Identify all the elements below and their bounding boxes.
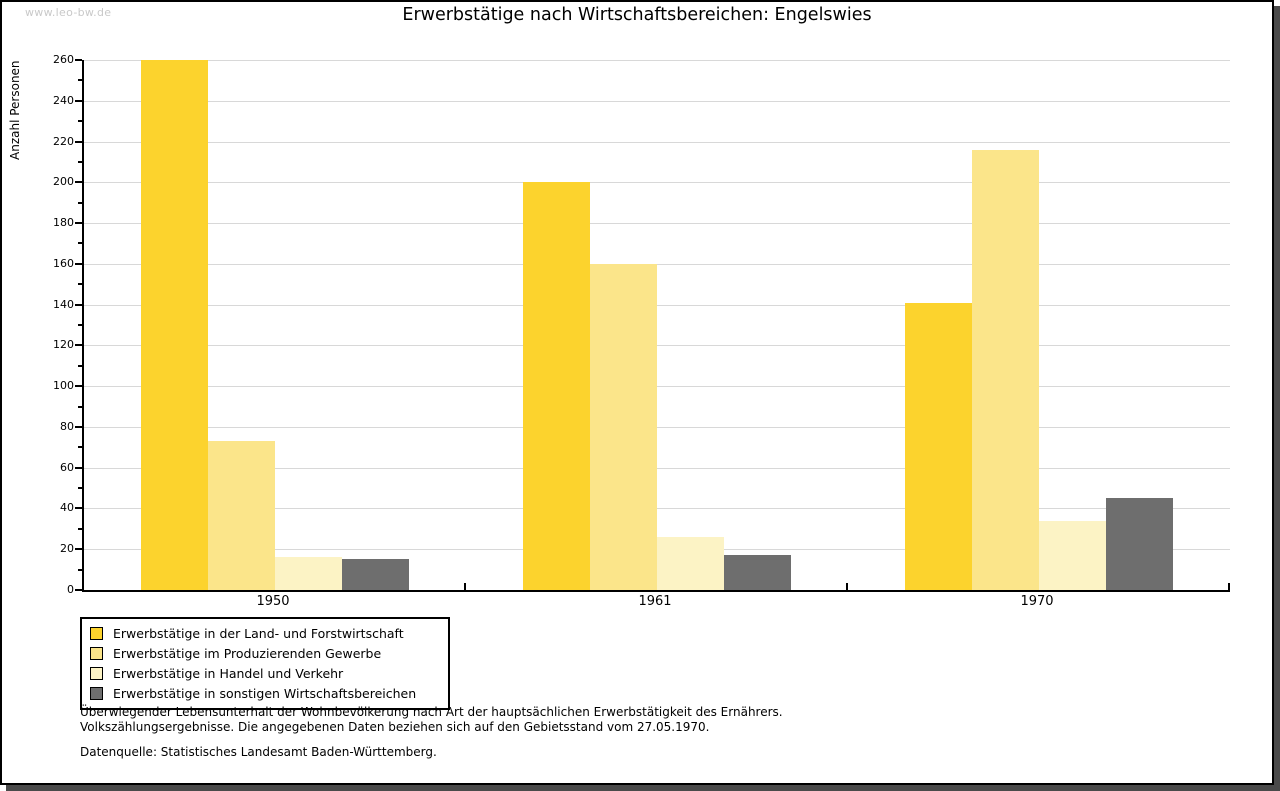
legend-swatch-produzierendes-gewerbe [90,646,103,660]
y-axis-tick [75,99,82,102]
footnotes: Überwiegender Lebensunterhalt der Wohnbe… [80,705,783,760]
legend-label: Erwerbstätige in der Land- und Forstwirt… [113,625,404,641]
bar [1106,498,1173,590]
bar [141,60,208,590]
y-axis-tick [75,140,82,143]
footnote-source: Datenquelle: Statistisches Landesamt Bad… [80,745,437,759]
y-axis-tick [75,589,82,591]
x-axis-tick [1228,583,1230,590]
y-tick-label: 100 [53,379,74,393]
y-axis-minor-tick [78,242,82,245]
y-axis-tick [75,385,82,388]
bar [1039,521,1106,590]
bar [523,182,590,590]
watermark: www.leo-bw.de [25,6,112,19]
x-axis-tick [846,583,848,590]
bar [342,559,409,590]
gridline [84,426,1230,428]
y-tick-label: 260 [53,53,74,66]
gridline [84,508,1230,510]
legend-item: Erwerbstätige in der Land- und Forstwirt… [90,623,440,643]
gridline [84,141,1230,143]
y-axis-minor-tick [78,527,82,530]
bar [208,441,275,590]
y-tick-label: 180 [53,216,74,230]
chart-title: Erwerbstätige nach Wirtschaftsbereichen:… [402,5,872,25]
gridline [84,345,1230,347]
gridline [84,60,1230,61]
bar [972,150,1039,590]
footnote-line: Überwiegender Lebensunterhalt der Wohnbe… [80,705,783,719]
y-axis-tick [75,425,82,428]
y-axis-tick [75,303,82,306]
bar [905,303,972,590]
gridline [84,100,1230,102]
y-tick-label: 200 [53,175,74,189]
y-axis-minor-tick [78,120,82,123]
y-tick-label: 80 [60,419,74,433]
y-tick-label: 220 [53,134,74,148]
y-axis-tick [75,344,82,347]
y-tick-label: 60 [60,460,74,474]
y-axis-tick [75,548,82,551]
bar [724,555,791,590]
plot-area [82,60,1230,592]
gridline [84,182,1230,184]
y-tick-label: 240 [53,93,74,107]
legend-swatch-sonstige [90,686,103,700]
legend: Erwerbstätige in der Land- und Forstwirt… [80,617,450,710]
y-axis-minor-tick [78,160,82,163]
y-axis-tick [75,181,82,184]
legend-swatch-handel-verkehr [90,666,103,680]
legend-label: Erwerbstätige in Handel und Verkehr [113,665,344,681]
footnote-line: Volkszählungsergebnisse. Die angegebenen… [80,719,710,734]
y-axis-minor-tick [78,201,82,204]
y-axis-tick [75,59,82,61]
x-tick-label: 1970 [1020,594,1054,609]
y-axis-tick [75,222,82,225]
gridline [84,467,1230,469]
y-tick-label: 0 [67,583,74,596]
x-axis-tick [464,583,466,590]
y-tick-label: 160 [53,256,74,270]
y-axis-tick [75,507,82,510]
gridline [84,386,1230,388]
bar [275,557,342,590]
legend-label: Erwerbstätige in sonstigen Wirtschaftsbe… [113,685,417,701]
y-axis-title: Anzahl Personen [8,60,22,160]
y-axis-minor-tick [78,283,82,286]
bar [657,537,724,590]
bar [590,264,657,590]
y-axis-tick [75,262,82,265]
y-tick-label: 40 [60,501,74,515]
y-axis-minor-tick [78,324,82,326]
y-axis-minor-tick [78,79,82,82]
y-axis-minor-tick [78,568,82,571]
y-tick-label: 120 [53,338,74,352]
gridline [84,223,1230,225]
x-tick-label: 1961 [638,594,672,609]
legend-label: Erwerbstätige im Produzierenden Gewerbe [113,645,382,661]
legend-swatch-land-forstwirtschaft [90,626,103,640]
y-tick-label: 20 [60,542,74,556]
y-axis-tick [75,466,82,469]
y-axis-minor-tick [78,364,82,367]
gridline [84,304,1230,306]
y-axis-minor-tick [78,405,82,408]
legend-item: Erwerbstätige in Handel und Verkehr [90,663,440,683]
legend-item: Erwerbstätige in sonstigen Wirtschaftsbe… [90,683,440,703]
y-axis-minor-tick [78,487,82,490]
y-tick-label: 140 [53,297,74,311]
x-tick-label: 1950 [256,594,290,609]
gridline [84,263,1230,265]
legend-item: Erwerbstätige im Produzierenden Gewerbe [90,643,440,663]
y-axis-minor-tick [78,446,82,449]
